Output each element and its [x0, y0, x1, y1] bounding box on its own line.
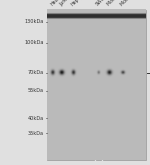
Text: 100kDa: 100kDa: [24, 40, 44, 45]
Text: Mouse testis: Mouse testis: [106, 0, 131, 7]
Text: Mouse thymus: Mouse thymus: [119, 0, 147, 7]
Bar: [103, 10, 146, 160]
Text: Jurkat: Jurkat: [59, 0, 72, 7]
Text: HeLa: HeLa: [50, 0, 62, 7]
Bar: [47, 10, 94, 160]
Text: 35kDa: 35kDa: [28, 131, 44, 135]
Text: SW620: SW620: [95, 0, 110, 7]
Text: 130kDa: 130kDa: [25, 19, 44, 24]
Text: 40kDa: 40kDa: [28, 115, 44, 120]
Text: 55kDa: 55kDa: [28, 88, 44, 94]
Text: HepG2: HepG2: [70, 0, 85, 7]
Text: 70kDa: 70kDa: [28, 70, 44, 75]
Bar: [96, 10, 101, 160]
